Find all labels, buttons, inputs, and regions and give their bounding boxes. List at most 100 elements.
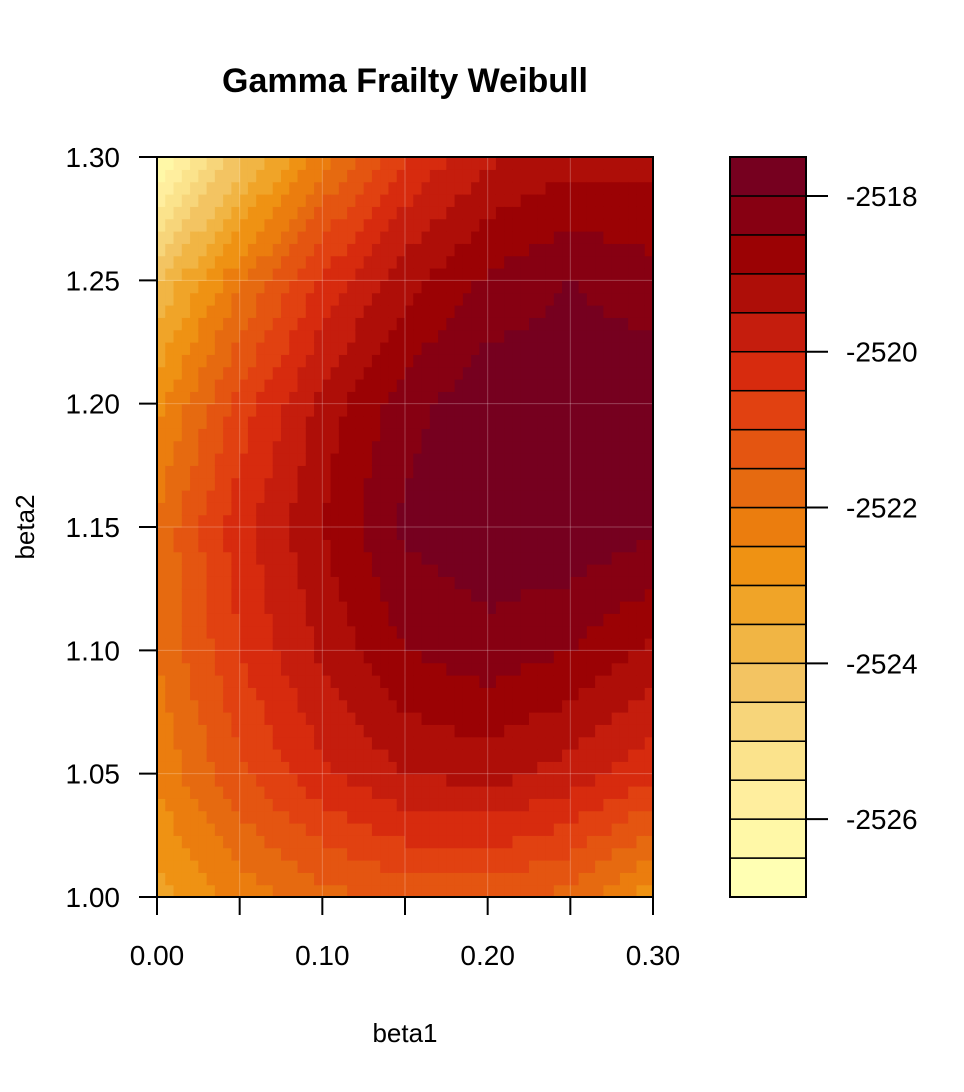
contour-cell: [198, 490, 208, 503]
contour-cell: [264, 638, 274, 651]
contour-cell: [281, 601, 290, 614]
contour-cell: [487, 761, 497, 775]
contour-cell: [545, 379, 555, 392]
contour-cell: [462, 231, 472, 244]
contour-cell: [363, 379, 373, 392]
contour-cell: [231, 551, 241, 565]
contour-cell: [479, 798, 489, 812]
contour-cell: [380, 465, 390, 479]
contour-cell: [562, 342, 571, 355]
contour-cell: [198, 292, 208, 306]
contour-cell: [636, 292, 646, 306]
contour-cell: [256, 329, 266, 343]
contour-cell: [471, 428, 480, 442]
contour-cell: [471, 884, 480, 898]
contour-cell: [578, 835, 588, 849]
contour-cell: [644, 366, 654, 380]
contour-cell: [380, 551, 390, 565]
contour-cell: [405, 181, 414, 195]
contour-cell: [190, 527, 199, 540]
contour-cell: [405, 712, 414, 725]
contour-cell: [520, 798, 530, 812]
contour-cell: [157, 860, 166, 873]
contour-cell: [396, 391, 406, 405]
contour-cell: [264, 551, 274, 565]
contour-cell: [281, 403, 290, 417]
contour-cell: [305, 872, 315, 886]
contour-cell: [247, 736, 257, 750]
contour-cell: [322, 453, 332, 466]
contour-cell: [537, 847, 547, 861]
contour-cell: [173, 391, 183, 405]
contour-cell: [644, 416, 654, 429]
contour-cell: [380, 280, 390, 294]
contour-cell: [330, 810, 340, 824]
contour-cell: [562, 588, 571, 602]
contour-cell: [239, 169, 249, 183]
contour-cell: [562, 786, 571, 799]
contour-cell: [231, 391, 241, 405]
contour-cell: [628, 490, 638, 503]
contour-cell: [586, 675, 596, 688]
contour-cell: [231, 206, 241, 220]
contour-cell: [297, 638, 307, 651]
contour-cell: [495, 613, 505, 627]
contour-cell: [272, 576, 282, 590]
contour-cell: [636, 625, 646, 639]
contour-cell: [281, 810, 290, 824]
contour-cell: [438, 588, 447, 602]
contour-cell: [454, 625, 464, 639]
contour-cell: [611, 860, 621, 873]
contour-cell: [371, 329, 381, 343]
contour-cell: [421, 391, 431, 405]
contour-cell: [256, 514, 266, 528]
contour-cell: [529, 736, 538, 750]
contour-cell: [256, 305, 266, 318]
contour-cell: [157, 218, 166, 232]
contour-cell: [173, 280, 183, 294]
contour-cell: [586, 440, 596, 454]
contour-cell: [173, 773, 183, 787]
contour-cell: [545, 736, 555, 750]
contour-cell: [644, 601, 654, 614]
contour-cell: [520, 539, 530, 553]
contour-cell: [297, 675, 307, 688]
contour-cell: [570, 157, 580, 170]
contour-cell: [322, 366, 332, 380]
contour-cell: [603, 601, 613, 614]
contour-cell: [578, 305, 588, 318]
contour-cell: [380, 502, 390, 516]
contour-cell: [545, 490, 555, 503]
legend-swatch: [729, 467, 807, 509]
contour-cell: [562, 860, 571, 873]
contour-cell: [371, 835, 381, 849]
contour-cell: [495, 391, 505, 405]
contour-cell: [504, 453, 514, 466]
contour-cell: [405, 687, 414, 701]
contour-cell: [454, 465, 464, 479]
contour-cell: [173, 749, 183, 762]
contour-cell: [562, 305, 571, 318]
contour-cell: [636, 810, 646, 824]
contour-cell: [322, 810, 332, 824]
contour-cell: [595, 342, 604, 355]
contour-cell: [231, 440, 241, 454]
contour-cell: [628, 465, 638, 479]
contour-cell: [181, 699, 191, 713]
contour-cell: [371, 342, 381, 355]
contour-cell: [537, 786, 547, 799]
contour-cell: [562, 317, 571, 331]
contour-cell: [371, 514, 381, 528]
contour-cell: [462, 810, 472, 824]
contour-cell: [338, 268, 348, 281]
contour-cell: [173, 403, 183, 417]
contour-cell: [504, 366, 514, 380]
contour-cell: [405, 884, 414, 898]
contour-cell: [165, 342, 175, 355]
contour-cell: [264, 675, 274, 688]
contour-cell: [322, 749, 332, 762]
contour-cell: [281, 872, 290, 886]
contour-cell: [421, 428, 431, 442]
contour-cell: [479, 625, 489, 639]
contour-cell: [388, 551, 398, 565]
